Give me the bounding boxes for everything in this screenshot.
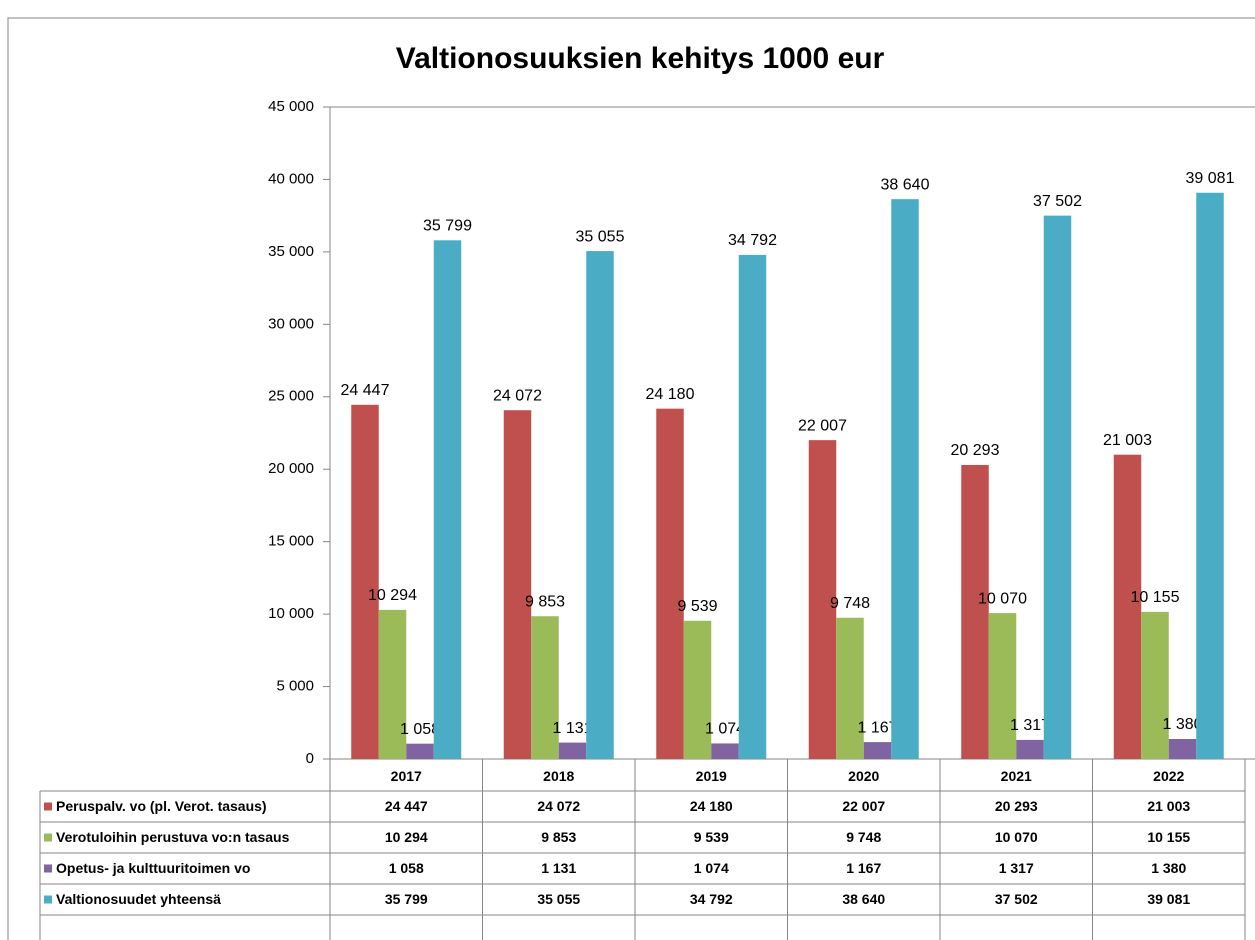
table-cell: 1 074 <box>694 860 729 876</box>
bar <box>351 404 379 759</box>
legend-label: Verotuloihin perustuva vo:n tasaus <box>56 829 290 845</box>
bar <box>711 743 739 759</box>
bar <box>406 743 434 759</box>
table-cell: 1 317 <box>999 860 1034 876</box>
y-tick-label: 5 000 <box>276 678 314 695</box>
data-label: 20 293 <box>951 442 1000 459</box>
data-label: 10 294 <box>368 587 417 604</box>
legend-swatch <box>44 864 52 873</box>
y-tick-label: 40 000 <box>268 170 314 187</box>
y-tick-label: 10 000 <box>268 605 314 622</box>
data-label: 39 081 <box>1186 170 1235 187</box>
data-label: 35 799 <box>423 218 472 235</box>
data-label: 21 003 <box>1103 432 1152 449</box>
legend-swatch <box>44 895 52 904</box>
data-label: 37 502 <box>1033 193 1082 210</box>
legend-swatch <box>44 802 52 811</box>
data-label: 24 447 <box>341 382 390 399</box>
legend-label: Peruspalv. vo (pl. Verot. tasaus) <box>56 798 267 814</box>
bar <box>558 742 587 759</box>
y-tick-label: 15 000 <box>268 533 314 550</box>
data-label: 10 070 <box>978 590 1027 607</box>
table-cell: 1 380 <box>1151 860 1186 876</box>
chart-title: Valtionosuuksien kehitys 1000 eur <box>396 42 885 75</box>
data-label: 38 640 <box>881 176 930 193</box>
bar <box>961 464 989 759</box>
data-label: 9 539 <box>677 598 717 615</box>
data-label: 22 007 <box>798 417 847 434</box>
bar <box>1016 739 1044 759</box>
x-tick-label: 2017 <box>391 768 422 784</box>
data-label: 24 180 <box>646 386 695 403</box>
data-label: 1 074 <box>705 721 745 738</box>
bar <box>1141 611 1169 759</box>
bar <box>863 742 892 759</box>
bar <box>1043 215 1072 759</box>
bar <box>836 617 864 759</box>
data-label: 1 380 <box>1162 716 1202 733</box>
y-tick-label: 0 <box>306 750 314 767</box>
y-tick-label: 30 000 <box>268 315 314 332</box>
bar <box>738 254 767 759</box>
table-cell: 37 502 <box>995 891 1038 907</box>
table-cell: 38 640 <box>842 891 885 907</box>
data-label: 1 131 <box>552 720 592 737</box>
bar <box>433 240 462 760</box>
bar <box>808 440 837 759</box>
bar <box>1113 454 1142 759</box>
table-cell: 35 799 <box>385 891 428 907</box>
data-label: 1 058 <box>400 721 440 738</box>
table-cell: 9 539 <box>694 829 729 845</box>
table-cell: 10 070 <box>995 829 1038 845</box>
bar <box>891 199 919 759</box>
bar <box>1168 739 1197 759</box>
table-cell: 20 293 <box>995 798 1038 814</box>
y-tick-label: 45 000 <box>268 98 314 115</box>
table-cell: 35 055 <box>537 891 580 907</box>
data-label: 10 155 <box>1131 589 1180 606</box>
data-label: 1 167 <box>857 719 897 736</box>
table-cell: 9 748 <box>846 829 881 845</box>
legend-label: Valtionosuudet yhteensä <box>56 891 221 907</box>
table-cell: 24 072 <box>537 798 580 814</box>
bar <box>531 616 559 759</box>
table-cell: 22 007 <box>842 798 885 814</box>
table-cell: 34 792 <box>690 891 733 907</box>
table-cell: 9 853 <box>541 829 576 845</box>
data-label: 1 317 <box>1010 717 1050 734</box>
x-tick-label: 2021 <box>1001 768 1032 784</box>
data-label: 24 072 <box>493 387 542 404</box>
x-tick-label: 2019 <box>696 768 727 784</box>
table-cell: 1 131 <box>541 860 576 876</box>
table-cell: 39 081 <box>1147 891 1190 907</box>
x-tick-label: 2020 <box>848 768 879 784</box>
table-cell: 24 447 <box>385 798 428 814</box>
table-cell: 10 294 <box>385 829 428 845</box>
legend-label: Opetus- ja kulttuuritoimen vo <box>56 860 250 876</box>
data-label: 9 748 <box>830 595 870 612</box>
table-cell: 21 003 <box>1147 798 1190 814</box>
y-tick-label: 25 000 <box>268 388 314 405</box>
bar <box>988 613 1017 759</box>
bar <box>378 609 407 759</box>
bar <box>683 620 712 759</box>
data-label: 34 792 <box>728 232 777 249</box>
x-tick-label: 2018 <box>543 768 574 784</box>
table-cell: 10 155 <box>1147 829 1190 845</box>
bar <box>656 408 684 759</box>
y-tick-label: 35 000 <box>268 243 314 260</box>
table-cell: 24 180 <box>690 798 733 814</box>
legend-swatch <box>44 833 52 842</box>
table-cell: 1 058 <box>389 860 424 876</box>
table-cell: 1 167 <box>846 860 881 876</box>
chart-frame <box>7 17 1255 940</box>
bar <box>586 251 614 760</box>
x-tick-label: 2022 <box>1153 768 1184 784</box>
data-label: 9 853 <box>525 593 565 610</box>
bar <box>503 410 532 759</box>
data-label: 35 055 <box>576 228 625 245</box>
y-tick-label: 20 000 <box>268 460 314 477</box>
bar <box>1196 192 1224 759</box>
